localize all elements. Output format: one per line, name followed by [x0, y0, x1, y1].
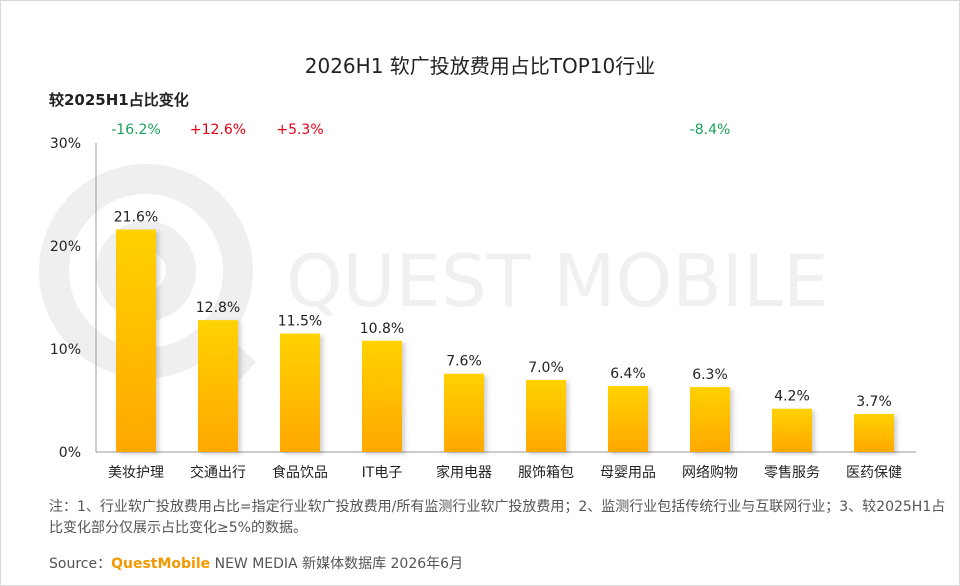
- category-label: IT电子: [362, 465, 403, 481]
- value-label: 11.5%: [278, 314, 322, 330]
- category-label: 服饰箱包: [518, 465, 574, 481]
- bars: [116, 229, 894, 452]
- y-tick-label: 0%: [59, 445, 81, 461]
- value-label: 7.6%: [446, 354, 482, 370]
- source-prefix: Source：: [49, 556, 112, 572]
- y-tick-label: 20%: [50, 239, 81, 255]
- value-label: 3.7%: [856, 394, 892, 410]
- category-label: 医药保健: [846, 465, 902, 481]
- category-label: 交通出行: [190, 464, 246, 481]
- labels: 21.6% 美妆护理 -16.2% 12.8% 交通出行 +12.6% 11.5% 食品饮品 +…: [108, 122, 902, 481]
- category-label: 网络购物: [682, 465, 738, 481]
- source-line: Source：QuestMobile NEW MEDIA 新媒体数据库 2026…: [49, 553, 463, 573]
- bar: [444, 373, 484, 452]
- category-label: 美妆护理: [108, 465, 164, 481]
- change-label: +12.6%: [190, 122, 246, 138]
- change-label: +5.3%: [276, 122, 323, 138]
- change-label: -16.2%: [111, 122, 161, 138]
- bar-chart: 0% 10% 20% 30% 21.6% 美妆护理 -16.2% 12.8% 交通出行 +12.…: [50, 122, 916, 481]
- bar: [772, 408, 812, 452]
- category-label: 食品饮品: [272, 464, 328, 481]
- bar: [280, 333, 320, 452]
- value-label: 21.6%: [114, 210, 158, 226]
- category-label: 母婴用品: [600, 465, 656, 481]
- bar: [854, 413, 894, 452]
- bar: [608, 386, 648, 452]
- value-label: 7.0%: [528, 360, 564, 376]
- change-label: -8.4%: [690, 122, 731, 138]
- bar: [526, 379, 566, 452]
- bar: [116, 229, 156, 452]
- bar: [198, 320, 238, 452]
- category-label: 零售服务: [764, 465, 820, 481]
- change-subtitle: 较2025H1占比变化: [49, 91, 189, 109]
- source-rest: NEW MEDIA 新媒体数据库 2026年6月: [210, 556, 464, 572]
- bar: [362, 340, 402, 452]
- bar: [690, 387, 730, 452]
- y-tick-label: 30%: [50, 136, 81, 152]
- value-label: 12.8%: [196, 300, 240, 316]
- value-label: 4.2%: [774, 389, 810, 405]
- y-tick-label: 10%: [50, 342, 81, 358]
- value-label: 10.8%: [360, 321, 404, 337]
- chart-title: 2026H1 软广投放费用占比TOP10行业: [304, 54, 656, 78]
- category-label: 家用电器: [436, 464, 492, 481]
- source-brand: QuestMobile: [111, 556, 211, 572]
- footnote: 注：1、行业软广投放费用占比=指定行业软广投放费用/所有监测行业软广投放费用；2…: [49, 499, 946, 536]
- value-label: 6.4%: [610, 366, 646, 382]
- value-label: 6.3%: [692, 367, 728, 383]
